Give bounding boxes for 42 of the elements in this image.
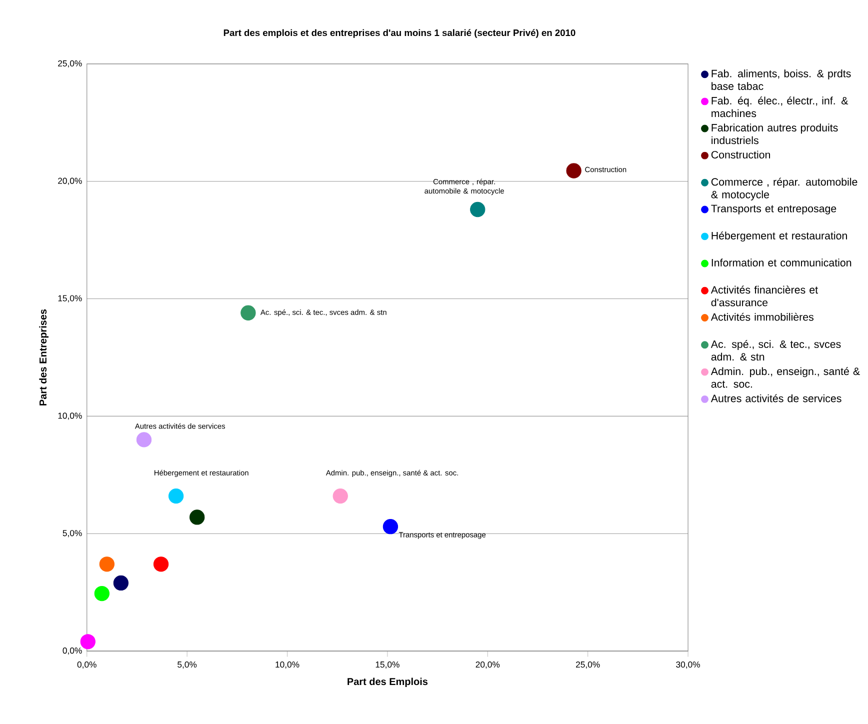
legend-label: Autres activités de services	[710, 394, 842, 402]
y-tick-label: 0,0%	[62, 648, 82, 655]
point	[332, 488, 348, 504]
y-tick-label: 15,0%	[58, 295, 82, 302]
x-tick-label: 10,0%	[276, 661, 300, 669]
chart-title: Part des emplois et des entreprises d'au moins 1 salarié (secteur Privé) en 2010	[224, 29, 576, 38]
legend-label: Activités financières et d'assurance	[710, 286, 818, 306]
legend-label: Fab. éq. élec., électr., inf. & machines	[712, 96, 848, 118]
point	[80, 634, 96, 650]
y-tick-label: 25,0%	[58, 60, 82, 68]
legend-label: Transports et entreposage	[711, 204, 836, 214]
point	[94, 586, 110, 602]
y-axis-title: Part des Entreprises	[39, 309, 48, 406]
legend-label: Admin. pub., enseign., santé & act. soc.	[710, 367, 860, 388]
legend-label: Construction	[711, 150, 770, 159]
x-tick-label: 15,0%	[376, 661, 400, 669]
point	[113, 575, 129, 591]
point	[190, 510, 205, 525]
point	[382, 519, 398, 534]
y-tick-label: 20,0%	[58, 178, 82, 185]
x-tick-label: 20,0%	[476, 661, 500, 669]
legend-label: Fab. aliments, boiss. & prdts base tabac	[712, 70, 851, 90]
point	[168, 488, 184, 504]
legend-label: Commerce , répar. automobile & motocycle	[711, 178, 858, 200]
legend-label: Ac. spé., sci. & tec., svces adm. & stn	[710, 340, 841, 361]
point	[153, 556, 169, 572]
x-tick-label: 5,0%	[178, 661, 197, 669]
legend-label: Information et communication	[712, 258, 852, 266]
y-tick-label: 5,0%	[62, 530, 82, 538]
x-tick-label: 0,0%	[77, 661, 96, 669]
x-tick-label: 25,0%	[576, 661, 600, 669]
y-tick-label: 10,0%	[58, 412, 82, 420]
legend-label: Hébergement et restauration	[712, 232, 847, 242]
legend-label: Fabrication autres produits industriels	[712, 124, 838, 144]
x-tick-label: 30,0%	[676, 661, 700, 669]
legend-label: Activités immobilières	[710, 312, 814, 321]
x-axis-title: Part des Emplois	[348, 678, 428, 688]
point	[240, 305, 256, 320]
point	[566, 163, 582, 178]
point	[136, 432, 152, 448]
point	[470, 202, 486, 218]
point	[99, 556, 115, 572]
